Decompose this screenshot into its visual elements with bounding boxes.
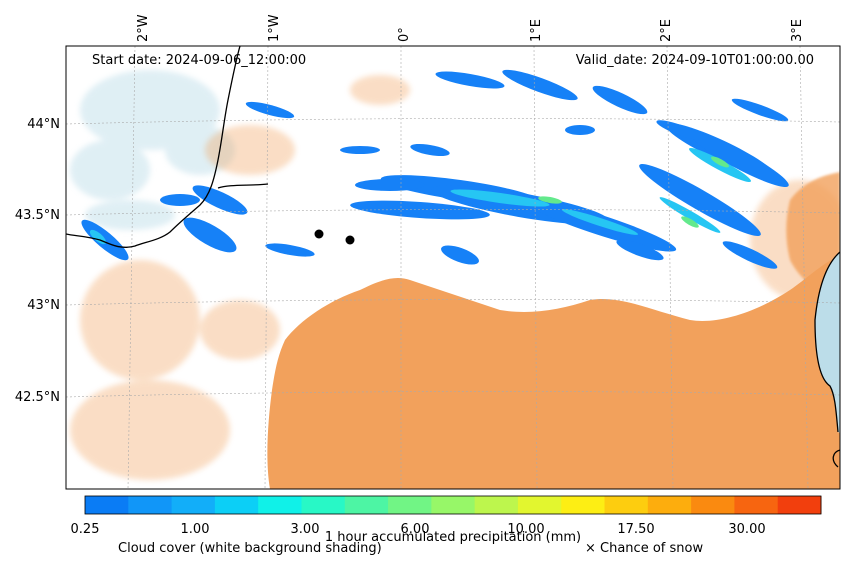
location-marker	[345, 235, 355, 245]
colorbar-segment	[171, 496, 216, 514]
colorbar-segment	[431, 496, 476, 514]
colorbar-segment	[604, 496, 649, 514]
colorbar-tick-label: 30.00	[728, 522, 765, 537]
lat-label: 42.5°N	[15, 390, 60, 405]
sea-east	[815, 252, 840, 433]
lon-label: 1°E	[529, 19, 544, 42]
cloud-cover-legend: Cloud cover (white background shading)	[118, 541, 382, 556]
lon-label: 1°W	[267, 14, 282, 42]
colorbar-segment	[128, 496, 173, 514]
colorbar-segment	[517, 496, 562, 514]
location-marker	[314, 229, 324, 239]
coastlines-borders	[66, 46, 840, 468]
colorbar-tick-label: 17.50	[617, 522, 654, 537]
precipitation-colorbar	[85, 496, 822, 514]
lat-label: 44°N	[27, 117, 60, 132]
colorbar-segment	[85, 496, 129, 514]
colorbar-segment	[344, 496, 389, 514]
cloud-shading-nw	[70, 70, 235, 230]
colorbar-segment	[561, 496, 606, 514]
colorbar-segment	[691, 496, 735, 514]
colorbar-tick-label: 10.00	[507, 522, 544, 537]
lat-label: 43.5°N	[15, 208, 60, 223]
start-date-label: Start date: 2024-09-06_12:00:00	[92, 53, 306, 68]
colorbar-segment	[647, 496, 692, 514]
colorbar-tick-label: 1.00	[181, 522, 210, 537]
colorbar-segment	[388, 496, 432, 514]
snow-legend: × Chance of snow	[585, 541, 703, 556]
colorbar-segment	[777, 496, 822, 514]
map-frame	[65, 45, 841, 490]
colorbar-segment	[734, 496, 779, 514]
colorbar-segment	[301, 496, 346, 514]
colorbar-segment	[474, 496, 519, 514]
colorbar-segment	[214, 496, 259, 514]
cloud-mass-east	[786, 172, 840, 300]
colorbar-tick-label: 3.00	[291, 522, 320, 537]
precipitation-bands	[81, 69, 789, 269]
colorbar-tick-label: 6.00	[401, 522, 430, 537]
gridlines	[66, 46, 840, 489]
colorbar-ticks: 0.25 1.00 3.00 6.00 10.00 17.50 30.00	[71, 522, 766, 537]
latitude-labels: 44°N 43.5°N 43°N 42.5°N	[15, 117, 60, 405]
valid-date-label: Valid_date: 2024-09-10T01:00:00.00	[576, 53, 814, 68]
longitude-labels: 2°W 1°W 0° 1°E 2°E 3°E	[136, 14, 805, 42]
colorbar-tick-label: 0.25	[71, 522, 100, 537]
lon-label: 2°E	[659, 19, 674, 42]
colorbar-frame	[84, 495, 822, 515]
cloud-mass-south	[267, 255, 840, 489]
lat-label: 43°N	[27, 298, 60, 313]
colorbar-segment	[258, 496, 302, 514]
lon-label: 2°W	[136, 14, 151, 42]
lon-label: 0°	[397, 27, 412, 42]
map-area: Start date: 2024-09-06_12:00:00 Valid_da…	[66, 46, 840, 489]
lon-label: 3°E	[790, 19, 805, 42]
colorbar-title: 1 hour accumulated precipitation (mm)	[325, 530, 581, 545]
